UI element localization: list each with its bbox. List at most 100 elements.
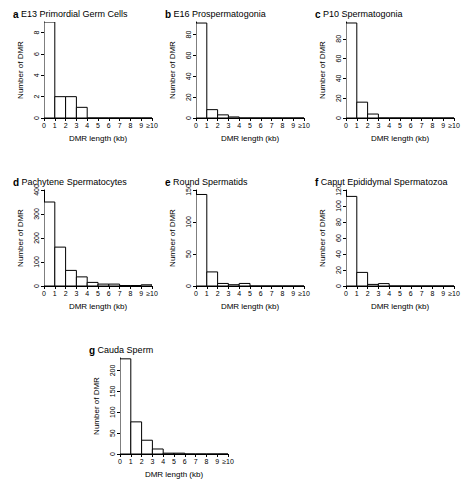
svg-text:≥10: ≥10 [146, 290, 158, 297]
svg-text:0: 0 [194, 122, 198, 129]
svg-text:9: 9 [291, 290, 295, 297]
svg-text:100: 100 [109, 406, 116, 418]
svg-text:1: 1 [355, 290, 359, 297]
svg-text:8: 8 [128, 290, 132, 297]
svg-text:2: 2 [140, 458, 144, 465]
svg-text:≥10: ≥10 [298, 290, 310, 297]
svg-text:80: 80 [335, 218, 342, 226]
svg-text:20: 20 [335, 266, 342, 274]
svg-text:4: 4 [85, 122, 89, 129]
svg-text:DMR length (kb): DMR length (kb) [69, 134, 128, 143]
svg-text:E13 Primordial Germ Cells: E13 Primordial Germ Cells [19, 9, 129, 19]
svg-text:50: 50 [185, 250, 192, 258]
svg-text:6: 6 [409, 122, 413, 129]
svg-text:1: 1 [53, 122, 57, 129]
svg-text:7: 7 [118, 122, 122, 129]
svg-text:Number of DMR: Number of DMR [318, 41, 327, 99]
svg-text:0: 0 [33, 116, 40, 120]
svg-text:0: 0 [335, 116, 342, 120]
svg-text:9: 9 [291, 122, 295, 129]
svg-text:8: 8 [33, 31, 40, 35]
svg-text:8: 8 [128, 122, 132, 129]
svg-text:0: 0 [42, 290, 46, 297]
svg-text:7: 7 [118, 290, 122, 297]
svg-text:E16 Prospermatogonia: E16 Prospermatogonia [171, 9, 266, 19]
svg-text:6: 6 [107, 122, 111, 129]
svg-text:3: 3 [74, 122, 78, 129]
svg-text:1: 1 [53, 290, 57, 297]
svg-text:5: 5 [398, 122, 402, 129]
svg-text:0: 0 [344, 122, 348, 129]
svg-text:Number of DMR: Number of DMR [16, 209, 25, 267]
svg-text:80: 80 [185, 31, 192, 39]
svg-text:9: 9 [139, 290, 143, 297]
svg-text:8: 8 [430, 290, 434, 297]
svg-text:4: 4 [387, 122, 391, 129]
svg-text:1: 1 [205, 290, 209, 297]
svg-text:4: 4 [33, 73, 40, 77]
svg-text:3: 3 [150, 458, 154, 465]
svg-text:200: 200 [33, 232, 40, 244]
svg-text:9: 9 [441, 290, 445, 297]
svg-text:4: 4 [237, 290, 241, 297]
svg-text:3: 3 [376, 122, 380, 129]
svg-text:5: 5 [172, 458, 176, 465]
svg-text:100: 100 [33, 256, 40, 268]
svg-text:0: 0 [33, 284, 40, 288]
svg-text:0: 0 [185, 284, 192, 288]
svg-text:3: 3 [226, 122, 230, 129]
svg-text:0: 0 [118, 458, 122, 465]
svg-text:0: 0 [194, 290, 198, 297]
svg-text:6: 6 [409, 290, 413, 297]
svg-text:0: 0 [335, 284, 342, 288]
svg-text:150: 150 [109, 385, 116, 397]
svg-text:7: 7 [420, 122, 424, 129]
svg-text:1: 1 [205, 122, 209, 129]
svg-text:≥10: ≥10 [448, 122, 460, 129]
svg-text:1: 1 [355, 122, 359, 129]
svg-text:0: 0 [344, 290, 348, 297]
svg-text:5: 5 [248, 122, 252, 129]
svg-text:2: 2 [216, 122, 220, 129]
svg-text:Pachytene Spermatocytes: Pachytene Spermatocytes [19, 177, 127, 187]
svg-text:60: 60 [335, 55, 342, 63]
svg-text:≥10: ≥10 [448, 290, 460, 297]
svg-text:4: 4 [85, 290, 89, 297]
svg-text:6: 6 [259, 122, 263, 129]
svg-text:4: 4 [387, 290, 391, 297]
svg-text:0: 0 [109, 452, 116, 456]
svg-text:50: 50 [109, 429, 116, 437]
svg-text:6: 6 [107, 290, 111, 297]
svg-text:9: 9 [139, 122, 143, 129]
svg-text:3: 3 [226, 290, 230, 297]
svg-text:DMR length (kb): DMR length (kb) [371, 302, 430, 311]
svg-text:100: 100 [185, 216, 192, 228]
svg-text:6: 6 [183, 458, 187, 465]
svg-text:DMR length (kb): DMR length (kb) [221, 302, 280, 311]
svg-text:4: 4 [161, 458, 165, 465]
svg-text:5: 5 [248, 290, 252, 297]
svg-text:40: 40 [335, 250, 342, 258]
svg-text:≥10: ≥10 [298, 122, 310, 129]
svg-text:8: 8 [280, 122, 284, 129]
svg-text:7: 7 [420, 290, 424, 297]
svg-text:4: 4 [237, 122, 241, 129]
svg-text:7: 7 [270, 290, 274, 297]
svg-text:2: 2 [216, 290, 220, 297]
svg-text:P10 Spermatogonia: P10 Spermatogonia [321, 9, 403, 19]
svg-text:100: 100 [335, 200, 342, 212]
svg-text:20: 20 [185, 93, 192, 101]
svg-text:7: 7 [194, 458, 198, 465]
svg-text:60: 60 [335, 234, 342, 242]
svg-text:≥10: ≥10 [146, 122, 158, 129]
svg-text:8: 8 [280, 290, 284, 297]
svg-text:Number of DMR: Number of DMR [168, 41, 177, 99]
svg-text:2: 2 [64, 122, 68, 129]
svg-text:20: 20 [335, 94, 342, 102]
svg-text:200: 200 [109, 365, 116, 377]
svg-text:3: 3 [376, 290, 380, 297]
svg-text:5: 5 [398, 290, 402, 297]
svg-text:Round Spermatids: Round Spermatids [171, 177, 249, 187]
svg-text:40: 40 [335, 74, 342, 82]
svg-text:DMR length (kb): DMR length (kb) [145, 470, 204, 479]
